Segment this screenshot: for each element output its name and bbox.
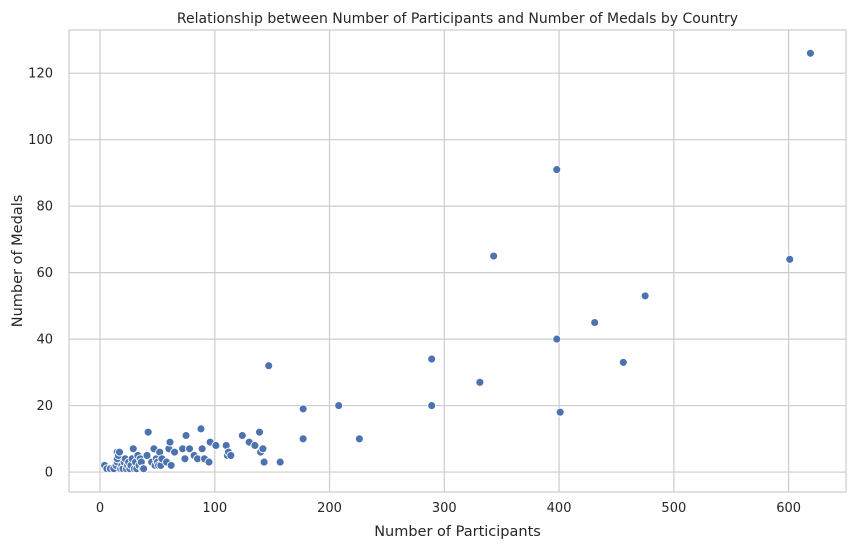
tick-labels: 0 100 200 300 400 500 600 0 20 40 60 80 100 120 <box>28 67 801 516</box>
data-point <box>196 424 206 434</box>
data-point <box>181 431 191 440</box>
data-point <box>259 457 269 467</box>
data-point <box>264 361 274 371</box>
data-point <box>165 437 175 447</box>
data-point <box>590 318 600 327</box>
x-tick-label: 500 <box>661 501 686 516</box>
data-point <box>237 431 247 440</box>
data-point <box>275 457 285 467</box>
data-point <box>197 444 207 454</box>
data-point <box>250 441 260 450</box>
x-tick-label: 100 <box>202 501 227 516</box>
data-point <box>427 354 437 364</box>
chart-title: Relationship between Number of Participa… <box>177 11 738 27</box>
data-point <box>805 48 815 58</box>
x-tick-label: 200 <box>317 501 342 516</box>
data-point <box>427 401 437 411</box>
data-point <box>226 450 236 460</box>
data-point <box>258 444 268 454</box>
y-tick-label: 60 <box>36 266 53 281</box>
y-tick-label: 20 <box>36 399 53 414</box>
y-tick-label: 120 <box>28 67 53 82</box>
y-tick-label: 100 <box>28 133 53 148</box>
x-tick-label: 600 <box>776 501 801 516</box>
data-point <box>618 357 628 367</box>
data-point <box>334 401 344 411</box>
data-point <box>204 457 214 467</box>
data-point <box>354 434 364 444</box>
data-point <box>128 444 138 454</box>
y-tick-label: 0 <box>45 466 53 481</box>
y-axis-label: Number of Medals <box>10 195 26 328</box>
x-tick-label: 0 <box>96 501 104 516</box>
data-point <box>170 447 180 457</box>
x-axis-label: Number of Participants <box>374 524 541 540</box>
y-tick-label: 80 <box>36 200 53 215</box>
data-point <box>785 254 795 264</box>
data-point <box>166 460 176 470</box>
x-tick-label: 400 <box>547 501 572 516</box>
data-point <box>640 291 650 301</box>
data-point <box>180 454 190 464</box>
y-tick-label: 40 <box>36 333 53 348</box>
data-point <box>552 165 562 175</box>
data-point <box>298 404 308 414</box>
grid-lines <box>69 30 846 492</box>
data-point <box>475 377 485 387</box>
data-point <box>552 334 562 344</box>
data-point <box>255 427 264 437</box>
data-point <box>211 441 221 450</box>
data-points <box>100 48 815 474</box>
data-point <box>185 444 194 454</box>
data-point <box>142 450 152 460</box>
plot-frame <box>68 29 847 493</box>
x-tick-label: 300 <box>432 501 457 516</box>
data-point <box>489 251 499 261</box>
data-point <box>143 427 153 437</box>
data-point <box>298 434 308 444</box>
data-point <box>555 407 565 417</box>
data-point <box>139 464 149 474</box>
data-point <box>115 447 124 457</box>
